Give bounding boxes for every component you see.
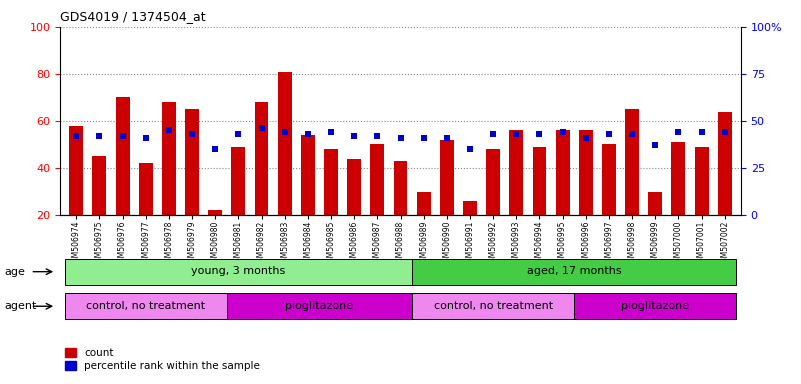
Point: [70, 133, 83, 139]
Bar: [694, 147, 709, 215]
Bar: [718, 112, 731, 215]
Bar: [579, 131, 593, 215]
FancyBboxPatch shape: [574, 293, 736, 319]
Bar: [231, 147, 245, 215]
Text: aged, 17 months: aged, 17 months: [527, 266, 622, 276]
Point: [649, 142, 662, 149]
Bar: [533, 147, 546, 215]
Point: [579, 135, 592, 141]
Bar: [602, 144, 616, 215]
Text: control, no treatment: control, no treatment: [433, 301, 553, 311]
Bar: [324, 149, 338, 215]
Point: [626, 131, 638, 137]
Text: pioglitazone: pioglitazone: [622, 301, 690, 311]
Point: [256, 126, 268, 132]
Bar: [625, 109, 639, 215]
Point: [533, 131, 545, 137]
Point: [278, 129, 291, 135]
Text: age: age: [4, 266, 25, 277]
Bar: [463, 201, 477, 215]
Text: pioglitazone: pioglitazone: [285, 301, 353, 311]
Bar: [370, 144, 384, 215]
Text: agent: agent: [4, 301, 36, 311]
Point: [324, 129, 337, 135]
FancyBboxPatch shape: [412, 259, 736, 285]
FancyBboxPatch shape: [65, 293, 227, 319]
Bar: [255, 102, 268, 215]
Point: [695, 129, 708, 135]
Bar: [278, 71, 292, 215]
Point: [116, 133, 129, 139]
Point: [209, 146, 222, 152]
Point: [718, 129, 731, 135]
Point: [232, 131, 245, 137]
Point: [487, 131, 500, 137]
Point: [163, 127, 175, 134]
FancyBboxPatch shape: [227, 293, 412, 319]
Point: [93, 133, 106, 139]
Bar: [509, 131, 523, 215]
Bar: [162, 102, 176, 215]
Point: [371, 133, 384, 139]
Text: young, 3 months: young, 3 months: [191, 266, 285, 276]
Point: [394, 135, 407, 141]
FancyBboxPatch shape: [65, 259, 412, 285]
Bar: [648, 192, 662, 215]
Point: [464, 146, 477, 152]
Text: GDS4019 / 1374504_at: GDS4019 / 1374504_at: [60, 10, 206, 23]
Point: [510, 131, 523, 137]
Bar: [348, 159, 361, 215]
Point: [186, 131, 199, 137]
FancyBboxPatch shape: [412, 293, 574, 319]
Bar: [671, 142, 686, 215]
Point: [556, 129, 569, 135]
Bar: [185, 109, 199, 215]
Bar: [486, 149, 500, 215]
Point: [417, 135, 430, 141]
Bar: [393, 161, 408, 215]
Bar: [440, 140, 453, 215]
Legend: count, percentile rank within the sample: count, percentile rank within the sample: [66, 348, 260, 371]
Text: control, no treatment: control, no treatment: [87, 301, 205, 311]
Bar: [139, 163, 153, 215]
Bar: [208, 210, 222, 215]
Bar: [115, 98, 130, 215]
Point: [301, 131, 314, 137]
Bar: [301, 135, 315, 215]
Point: [441, 135, 453, 141]
Bar: [556, 131, 570, 215]
Point: [139, 135, 152, 141]
Point: [672, 129, 685, 135]
Point: [602, 131, 615, 137]
Bar: [70, 126, 83, 215]
Bar: [92, 156, 107, 215]
Bar: [417, 192, 431, 215]
Point: [348, 133, 360, 139]
